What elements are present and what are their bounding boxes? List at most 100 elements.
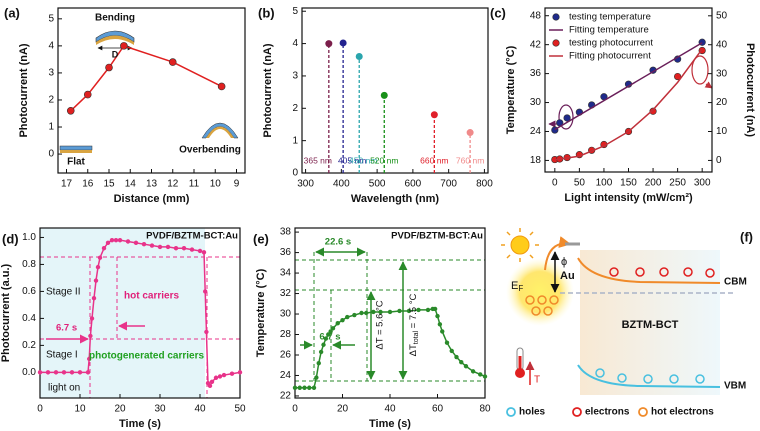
panel-label: (d) xyxy=(2,231,19,246)
annotation: Stage I xyxy=(46,350,78,361)
plot-frame xyxy=(301,7,489,174)
y-tick-label: 26 xyxy=(280,350,292,361)
point-label: 760 nm xyxy=(456,155,484,165)
y-tick-label: 3 xyxy=(48,68,54,79)
data-point xyxy=(105,63,113,72)
x-tick-label: 13 xyxy=(146,179,158,190)
fermi-subscript: F xyxy=(518,284,523,293)
y-axis-title: Photocurrent (nA) xyxy=(18,43,30,137)
data-point xyxy=(355,53,363,61)
data-point xyxy=(97,255,103,260)
y-tick-label: 48 xyxy=(530,10,542,21)
data-point xyxy=(307,385,312,390)
cbm-label: CBM xyxy=(724,277,747,288)
data-point xyxy=(292,385,298,390)
data-point xyxy=(339,39,347,47)
fermi-label: EF xyxy=(511,280,523,293)
x-tick-label: 12 xyxy=(167,179,179,190)
panel-label: (b) xyxy=(258,5,275,20)
data-point xyxy=(197,248,203,254)
data-point xyxy=(217,82,226,91)
data-point xyxy=(69,370,75,375)
y2-tick-label: 0 xyxy=(716,155,722,166)
data-point xyxy=(321,342,326,347)
x-tick-label: 0 xyxy=(37,404,43,415)
data-point xyxy=(95,264,101,270)
data-point xyxy=(93,278,99,283)
y-tick-label: 22 xyxy=(280,391,292,402)
panel: (e) 0 20 40 60 80 22 24 26 28 30 32 34 36 38 Time (s) Te… xyxy=(253,227,491,430)
point-label: 405 nm xyxy=(338,155,366,165)
data-point xyxy=(120,42,128,50)
data-point xyxy=(149,243,155,248)
fermi-symbol: E xyxy=(511,280,518,292)
data-point xyxy=(371,309,376,315)
annotation: Overbending xyxy=(179,145,241,156)
data-point xyxy=(463,364,469,369)
data-point xyxy=(83,90,92,99)
data-point xyxy=(459,359,464,365)
y-tick-label: 4 xyxy=(292,38,298,49)
data-point xyxy=(173,246,179,251)
x-tick-label: 60 xyxy=(432,404,444,415)
data-point xyxy=(435,313,440,319)
x-tick-label: 300 xyxy=(694,178,711,189)
annotation: PVDF/BZTM-BCT:Au xyxy=(391,231,483,242)
data-point xyxy=(430,111,438,119)
data-point xyxy=(221,372,227,378)
x-tick-label: 700 xyxy=(440,179,457,190)
x-tick-label: 17 xyxy=(61,179,73,190)
panel-label: (a) xyxy=(4,5,20,20)
series-line xyxy=(554,42,703,131)
x-tick-label: 50 xyxy=(574,178,586,189)
data-point xyxy=(101,246,107,251)
y-axis-title: Temperature (°C) xyxy=(505,45,517,134)
data-point xyxy=(217,374,223,379)
data-point xyxy=(563,114,571,122)
data-point xyxy=(229,371,235,376)
data-point xyxy=(378,309,383,315)
data-point xyxy=(45,370,51,375)
series-line xyxy=(295,308,486,389)
legend-label: testing photocurrent xyxy=(569,38,653,49)
point-label: 365 nm xyxy=(304,155,332,165)
legend-label: Fitting photocurrent xyxy=(569,51,651,62)
metal-label: Au xyxy=(560,270,575,282)
y-tick-label: 30 xyxy=(530,97,542,108)
sample-icons xyxy=(59,30,239,153)
x-tick-label: 15 xyxy=(103,179,115,190)
y-tick-label: 0.2 xyxy=(22,340,36,351)
data-point xyxy=(470,369,476,374)
y-tick-label: 0 xyxy=(48,149,54,160)
data-point xyxy=(125,239,131,244)
x-tick-label: 300 xyxy=(297,179,314,190)
data-point xyxy=(89,316,95,321)
data-point xyxy=(328,329,333,334)
x-axis-title: Distance (mm) xyxy=(114,193,190,205)
x-tick-label: 400 xyxy=(333,179,350,190)
y-tick-label: 1 xyxy=(48,122,54,133)
annotation: D xyxy=(112,49,119,59)
y-tick-label: 32 xyxy=(280,288,292,299)
annotation: ΔTtotal = 7.5 °C xyxy=(408,294,420,357)
data-point xyxy=(53,370,59,375)
data-point xyxy=(88,333,93,339)
point-label: 450 nm xyxy=(349,155,377,165)
y-axis-title: Photocurrent (a.u.) xyxy=(0,263,12,362)
x-tick-label: 0 xyxy=(552,178,558,189)
legend-marker xyxy=(552,39,560,47)
temperature-label: T xyxy=(534,375,540,386)
y-tick-label: 38 xyxy=(280,227,292,238)
y2-tick-label: 50 xyxy=(716,10,728,21)
data-point xyxy=(207,383,213,389)
data-point xyxy=(133,240,139,246)
x-tick-label: 600 xyxy=(405,179,422,190)
x-tick-label: 11 xyxy=(189,179,200,190)
data-point xyxy=(397,308,402,314)
x-tick-label: 40 xyxy=(384,404,396,415)
annotation: photogenerated carriers xyxy=(89,351,204,362)
x-axis-title: Time (s) xyxy=(119,418,161,430)
y-tick-label: 36 xyxy=(280,247,292,258)
x-tick-label: 500 xyxy=(369,179,386,190)
